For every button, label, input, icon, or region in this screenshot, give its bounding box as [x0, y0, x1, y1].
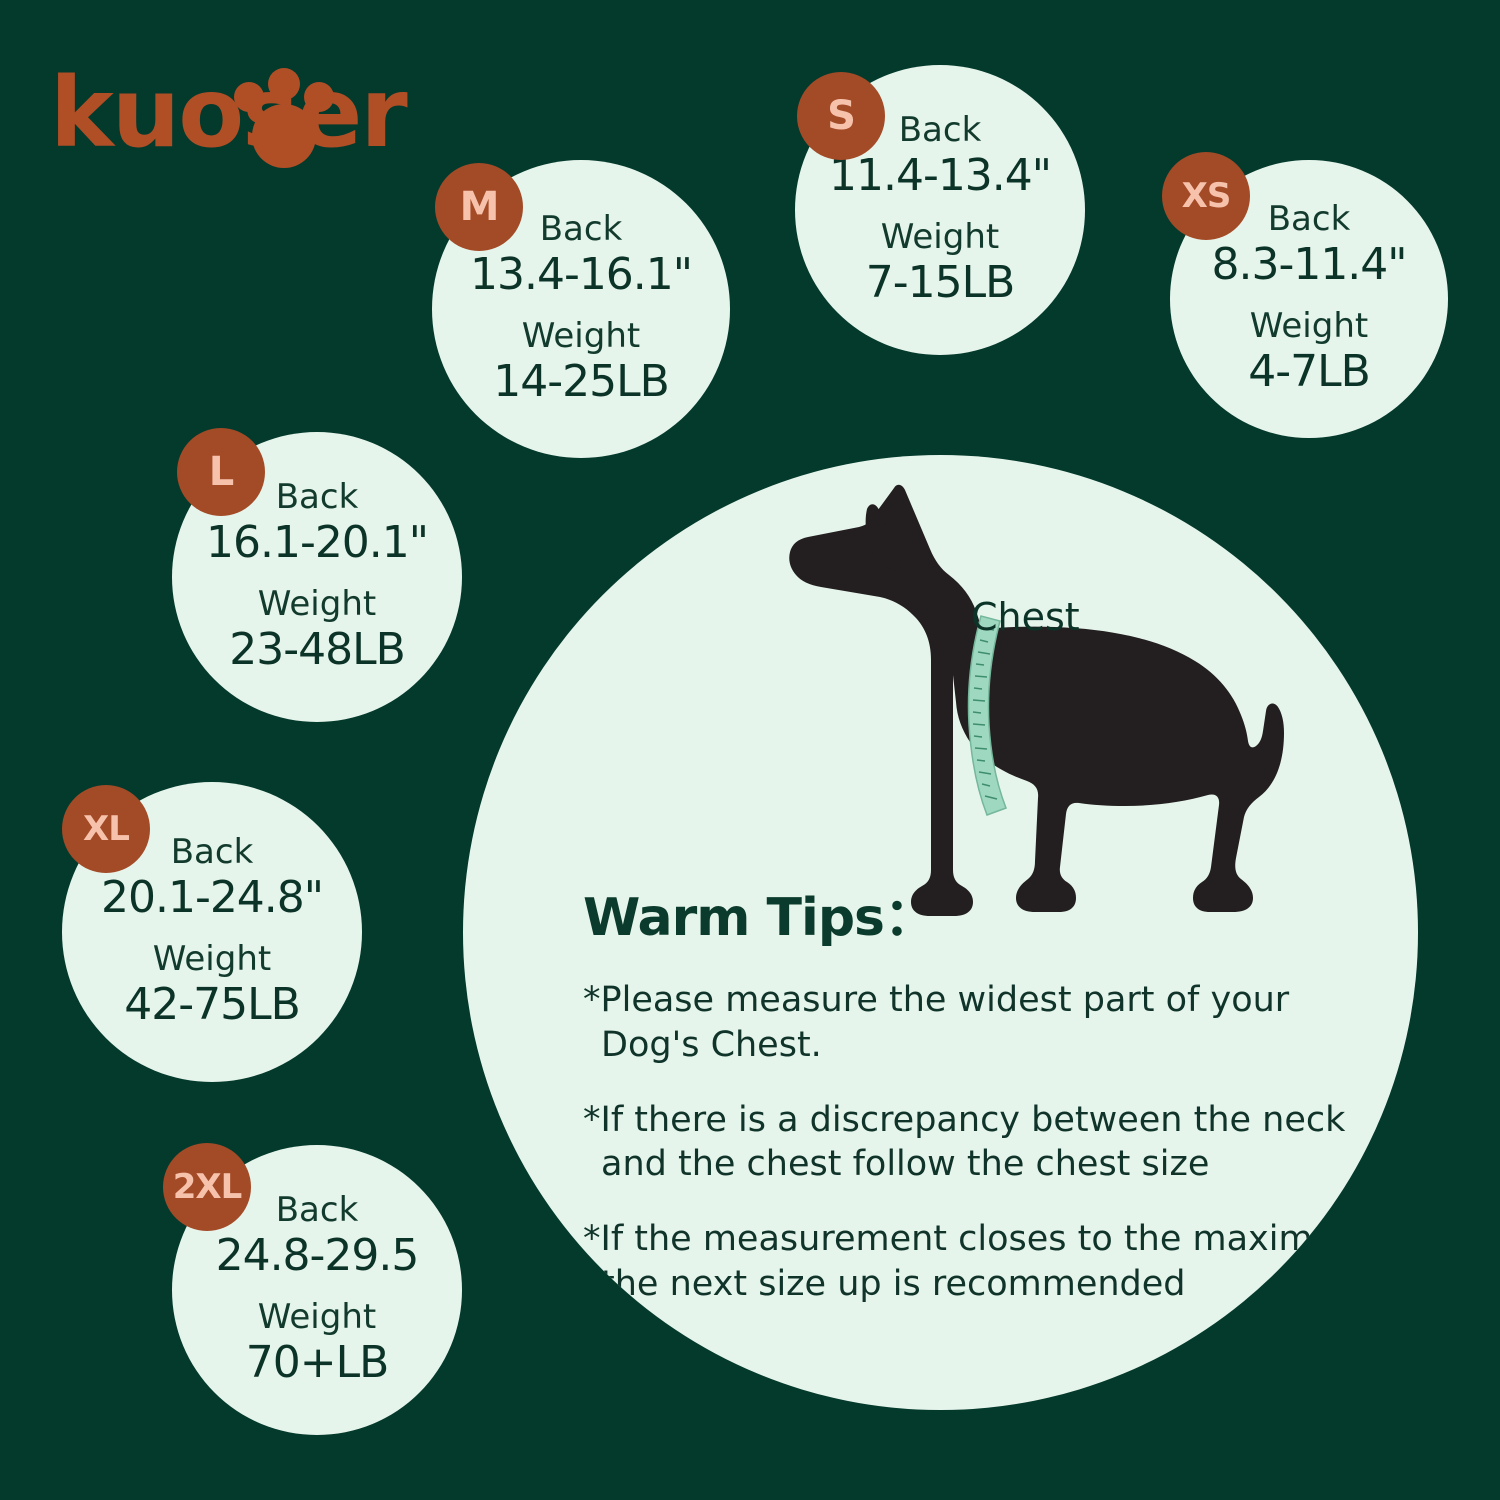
weight-value: 70+LB [245, 1337, 390, 1389]
back-label: Back [275, 1190, 359, 1230]
back-value: 11.4-13.4" [828, 150, 1052, 202]
size-badge-xs[interactable]: XS [1162, 152, 1250, 240]
weight-label: Weight [257, 584, 377, 624]
back-label: Back [898, 110, 982, 150]
paw-print-icon [228, 60, 348, 170]
back-label: Back [539, 209, 623, 249]
paw-toe-middle [268, 68, 300, 100]
dog-body-shape [789, 484, 1284, 916]
warm-tip-item: *If there is a discrepancy between the n… [583, 1099, 1346, 1185]
warm-tips-block: Warm Tips： *Please measure the widest pa… [583, 875, 1373, 1307]
back-value: 8.3-11.4" [1211, 239, 1407, 291]
size-badge-s[interactable]: S [797, 72, 885, 160]
weight-label: Weight [257, 1297, 377, 1337]
back-value: 24.8-29.5 [215, 1230, 420, 1282]
brand-name: kuoser [50, 57, 408, 169]
back-value: 20.1-24.8" [100, 872, 324, 924]
dog-silhouette-illustration [789, 484, 1284, 916]
weight-value: 42-75LB [124, 979, 301, 1031]
back-label: Back [170, 832, 254, 872]
weight-label: Weight [152, 939, 272, 979]
weight-value: 4-7LB [1248, 346, 1371, 398]
weight-value: 23-48LB [229, 624, 406, 676]
back-label: Back [1267, 199, 1351, 239]
tape-measure-icon [967, 615, 1007, 816]
weight-label: Weight [1249, 306, 1369, 346]
paw-toe-right [304, 82, 334, 112]
size-badge-l[interactable]: L [177, 428, 265, 516]
chest-measure-label: Chest [971, 595, 1080, 639]
tape-ticks [972, 627, 998, 800]
warm-tips-title: Warm Tips： [583, 888, 936, 948]
paw-toe-left [234, 82, 264, 112]
size-badge-2xl[interactable]: 2XL [163, 1143, 251, 1231]
weight-value: 7-15LB [865, 257, 1016, 309]
back-value: 13.4-16.1" [469, 249, 693, 301]
paw-pad [252, 104, 316, 168]
back-label: Back [275, 477, 359, 517]
weight-label: Weight [521, 316, 641, 356]
dog-far-ear [865, 504, 902, 571]
brand-logo: kuoser [50, 58, 450, 168]
warm-tip-item: *Please measure the widest part of your … [583, 980, 1290, 1065]
size-badge-xl[interactable]: XL [62, 785, 150, 873]
back-value: 16.1-20.1" [205, 517, 429, 569]
size-badge-m[interactable]: M [435, 163, 523, 251]
warm-tip-item: *If the measurement closes to the maximu… [583, 1219, 1369, 1304]
weight-label: Weight [880, 217, 1000, 257]
main-info-panel: Chest Warm Tips： *Please measure the wid… [463, 455, 1418, 1410]
weight-value: 14-25LB [493, 356, 670, 408]
